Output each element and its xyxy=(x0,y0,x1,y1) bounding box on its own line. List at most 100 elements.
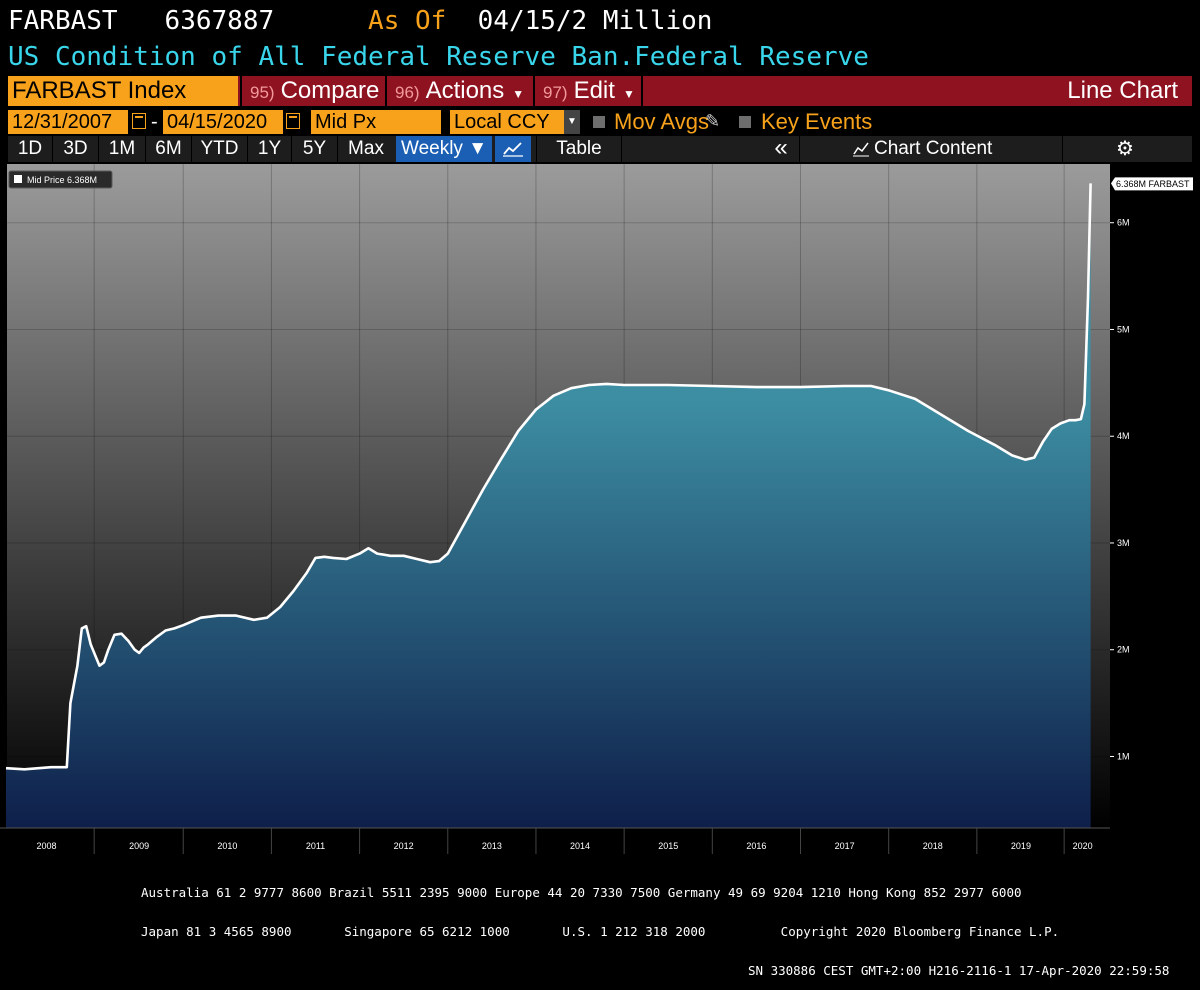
toolbar-divider xyxy=(641,76,643,106)
line-chart-icon xyxy=(503,142,523,157)
chart-type-label[interactable]: Line Chart xyxy=(1067,77,1178,104)
period-toolbar: 1D 3D 1M 6M YTD 1Y 5Y Max Weekly ▼ Table… xyxy=(8,136,1192,162)
y-tick-label: 4M xyxy=(1117,431,1130,441)
frequency-dropdown[interactable]: Weekly ▼ xyxy=(396,136,492,162)
mov-avgs-label[interactable]: Mov Avgs xyxy=(614,109,709,134)
legend: Mid Price 6.368M xyxy=(8,170,113,189)
compare-button[interactable]: 95) Compare xyxy=(240,76,383,106)
x-axis-ticks: 2008 2009 2010 2011 2012 2013 2014 2015 2016 2017… xyxy=(0,827,1110,854)
legend-box xyxy=(8,170,113,189)
line-style-button[interactable] xyxy=(495,136,531,162)
x-tick-label: 2019 xyxy=(1011,841,1031,851)
edit-caret-icon: ▼ xyxy=(622,87,635,101)
period-divider xyxy=(799,136,800,162)
edit-label: Edit xyxy=(573,77,615,104)
period-ytd[interactable]: YTD xyxy=(200,138,239,159)
table-button[interactable]: Table xyxy=(556,138,602,159)
chart-svg: 1M 2M 3M 4M 5M 6M 2008 2009 2010 2011 2012 2013 201… xyxy=(0,164,1200,856)
as-of-label: As Of xyxy=(368,6,447,36)
period-divider xyxy=(536,136,537,162)
period-divider xyxy=(247,136,248,162)
range-dash: - xyxy=(151,111,158,133)
y-tick-label: 1M xyxy=(1117,751,1130,761)
y-axis-ticks: 1M 2M 3M 4M 5M 6M xyxy=(1110,218,1130,761)
chart-content-button[interactable]: Chart Content xyxy=(874,138,993,159)
x-tick-label: 2017 xyxy=(835,841,855,851)
footer-line-2: Japan 81 3 4565 8900 Singapore 65 6212 1… xyxy=(141,924,1060,939)
x-tick-label: 2009 xyxy=(129,841,149,851)
actions-caret-icon: ▼ xyxy=(512,87,525,101)
x-tick-label: 2011 xyxy=(306,841,325,851)
period-max[interactable]: Max xyxy=(348,138,384,159)
period-6m[interactable]: 6M xyxy=(155,138,182,159)
period-divider xyxy=(621,136,622,162)
ticker: FARBAST xyxy=(8,6,118,36)
pencil-icon[interactable]: ✎ xyxy=(705,111,721,131)
chart-content-glyph xyxy=(853,142,869,157)
actions-button[interactable]: 96) Actions ▼ xyxy=(385,76,531,106)
security-description: US Condition of All Federal Reserve Ban.… xyxy=(8,42,869,72)
legend-swatch xyxy=(14,175,22,183)
end-calendar-icon[interactable] xyxy=(286,113,300,129)
x-tick-label: 2015 xyxy=(658,841,678,851)
main-toolbar: FARBAST Index 95) Compare 96) Actions ▼ 97)… xyxy=(8,76,1192,106)
chart-content-icon[interactable] xyxy=(853,136,869,162)
collapse-icon[interactable]: « xyxy=(774,134,788,161)
key-events-label[interactable]: Key Events xyxy=(761,109,873,134)
x-tick-label: 2013 xyxy=(482,841,502,851)
currency-select[interactable]: Local CCY xyxy=(450,110,564,134)
actions-number: 96) xyxy=(395,83,420,102)
period-divider xyxy=(191,136,192,162)
y-tick-label: 2M xyxy=(1117,645,1130,655)
end-date-field[interactable]: 04/15/2020 xyxy=(163,110,283,134)
period-1m[interactable]: 1M xyxy=(108,138,136,159)
period-divider xyxy=(1062,136,1063,162)
period-3d[interactable]: 3D xyxy=(63,138,88,159)
edit-number: 97) xyxy=(543,83,568,102)
footer: Australia 61 2 9777 8600 Brazil 5511 239… xyxy=(0,860,1200,990)
index-field[interactable]: FARBAST Index xyxy=(8,76,238,106)
x-tick-label: 2008 xyxy=(37,841,57,851)
period-5y[interactable]: 5Y xyxy=(302,138,327,159)
x-tick-label: 2016 xyxy=(746,841,766,851)
x-tick-label: 2014 xyxy=(570,841,590,851)
last-value: 6367887 xyxy=(164,6,275,36)
period-divider xyxy=(52,136,53,162)
y-tick-label: 3M xyxy=(1117,538,1130,548)
footer-line-3: SN 330886 CEST GMT+2:00 H216-2116-1 17-A… xyxy=(748,963,1170,978)
as-of-value: 04/15/2 Million xyxy=(477,6,713,36)
start-date-field[interactable]: 12/31/2007 xyxy=(8,110,128,134)
last-value-tag-label: 6.368M FARBAST xyxy=(1116,179,1190,189)
settings-gear-icon[interactable]: ⚙ xyxy=(1116,138,1134,160)
legend-label: Mid Price 6.368M xyxy=(27,175,97,185)
area-fill xyxy=(6,183,1091,828)
edit-button[interactable]: 97) Edit ▼ xyxy=(533,76,641,106)
start-calendar-icon[interactable] xyxy=(132,113,146,129)
x-tick-label: 2010 xyxy=(217,841,237,851)
key-events-checkbox[interactable] xyxy=(739,116,751,128)
period-divider xyxy=(337,136,338,162)
y-axis-panel xyxy=(1110,164,1194,828)
price-field-select[interactable]: Mid Px xyxy=(311,110,441,134)
x-tick-label: 2020 xyxy=(1073,841,1093,851)
y-tick-label: 5M xyxy=(1117,324,1130,334)
period-1d[interactable]: 1D xyxy=(17,138,43,159)
range-row: 12/31/2007 - 04/15/2020 Mid Px Local CCY… xyxy=(8,110,1192,134)
period-divider xyxy=(291,136,292,162)
currency-dropdown-icon[interactable]: ▼ xyxy=(564,110,580,134)
series-line xyxy=(5,183,1092,771)
footer-line-1: Australia 61 2 9777 8600 Brazil 5511 239… xyxy=(141,885,1022,900)
header-line: FARBAST 6367887 As Of 04/15/2 Million xyxy=(8,4,712,38)
y-tick-label: 6M xyxy=(1117,218,1130,228)
actions-label: Actions xyxy=(425,77,505,104)
compare-label: Compare xyxy=(280,77,380,104)
x-axis-panel xyxy=(0,828,1200,856)
period-divider xyxy=(145,136,146,162)
x-tick-label: 2012 xyxy=(394,841,414,851)
period-divider xyxy=(98,136,99,162)
compare-number: 95) xyxy=(250,83,275,102)
mov-avgs-checkbox[interactable] xyxy=(593,116,605,128)
x-tick-label: 2018 xyxy=(923,841,943,851)
period-1y[interactable]: 1Y xyxy=(257,138,282,159)
last-value-tag-bg xyxy=(1111,177,1193,191)
